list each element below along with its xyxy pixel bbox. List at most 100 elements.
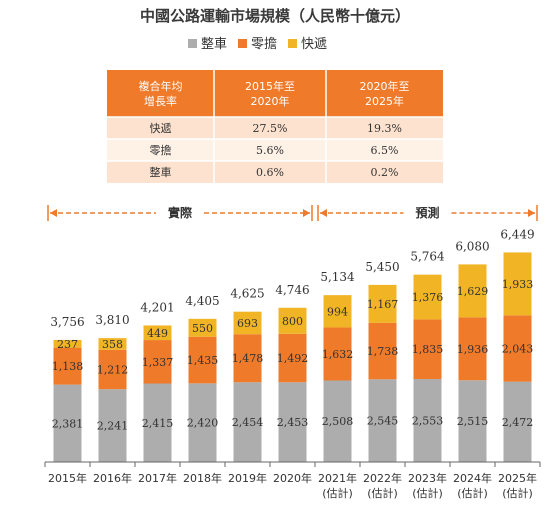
period-label: 預測: [415, 205, 439, 220]
x-tick-label: 2019年: [228, 471, 267, 485]
bar-segment-0: [233, 382, 262, 462]
bar-segment-2: [458, 264, 487, 318]
data-label: 1,933: [502, 278, 534, 291]
bar-group: 2,415 1,337 449 4,201: [140, 300, 175, 462]
table-row-bg: [107, 139, 443, 161]
bar-group: 2,381 1,138 237 3,756: [50, 315, 85, 462]
bar-segment-2: [413, 274, 442, 320]
x-tick-label: 2025年(估計): [498, 471, 537, 500]
chart-title: 中國公路運輸市場規模（人民幣十億元）: [140, 7, 410, 25]
table-header-0: 複合年均增長率: [139, 79, 183, 108]
data-label: 550: [192, 322, 213, 335]
period-1: 預測: [317, 205, 538, 221]
table-row-name: 整車: [150, 165, 172, 179]
x-tick-label: 2017年: [138, 471, 177, 485]
total-label: 4,746: [275, 283, 309, 297]
bar-group: 2,515 1,936 1,629 6,080: [455, 239, 490, 462]
data-label: 2,472: [502, 416, 534, 429]
total-label: 3,810: [95, 313, 129, 327]
arrow-right-icon: [528, 209, 535, 217]
x-tick-label: 2022年(估計): [363, 471, 402, 500]
data-label: 1,337: [142, 356, 174, 369]
legend-label-1: 零擔: [251, 37, 277, 52]
data-label: 449: [147, 327, 168, 340]
bar-segment-2: [323, 295, 352, 328]
bar-group: 2,508 1,632 994 5,134: [320, 270, 355, 462]
data-label: 1,212: [97, 363, 129, 376]
bar-segment-2: [503, 252, 532, 316]
bar-segment-2: [143, 325, 172, 341]
bar-group: 2,453 1,492 800 4,746: [275, 283, 310, 462]
data-label: 1,936: [457, 343, 489, 356]
table-row-name: 零擔: [150, 143, 172, 157]
total-label: 5,764: [410, 250, 445, 264]
table-row-bg: [107, 117, 443, 139]
table-cell-2015-2020: 5.6%: [256, 144, 284, 157]
bar-segment-0: [413, 379, 442, 462]
bar-segment-1: [233, 334, 262, 383]
table-cell-2015-2020: 0.6%: [256, 166, 284, 179]
table-header-2: 2020年至 2025年: [360, 79, 410, 108]
table-row: 快遞 27.5% 19.3%: [107, 116, 443, 139]
data-label: 237: [57, 338, 78, 351]
period-markers: 實際 預測: [47, 205, 538, 221]
bar-segment-1: [323, 327, 352, 381]
data-label: 2,453: [277, 416, 309, 429]
data-label: 1,738: [367, 345, 399, 358]
total-label: 3,756: [50, 315, 84, 329]
bar-segment-0: [188, 383, 217, 462]
legend-label-2: 快遞: [301, 37, 327, 52]
total-label: 4,625: [230, 287, 264, 301]
data-label: 2,241: [97, 420, 129, 433]
bar-segment-0: [143, 383, 172, 462]
x-tick-label: 2016年: [93, 471, 132, 485]
bar-segment-0: [98, 389, 127, 462]
period-label: 實際: [168, 205, 193, 220]
data-label: 2,454: [232, 416, 264, 429]
data-label: 2,508: [322, 415, 354, 428]
data-label: 1,835: [412, 343, 444, 356]
data-label: 2,043: [502, 342, 534, 355]
bar-group: 2,553 1,835 1,376 5,764: [410, 250, 445, 462]
table-cell-2020-2025: 0.2%: [371, 166, 399, 179]
data-label: 800: [282, 315, 303, 328]
table-row: 整車 0.6% 0.2%: [107, 160, 443, 183]
x-tick-label: 2015年: [48, 471, 87, 485]
bar-segment-1: [278, 333, 307, 383]
x-tick-label: 2020年: [273, 471, 312, 485]
table-cell-2015-2020: 27.5%: [253, 122, 288, 135]
bar-group: 2,241 1,212 358 3,810: [95, 313, 130, 462]
data-label: 1,632: [322, 348, 354, 361]
legend-swatch-2: [288, 39, 297, 48]
bar-segment-0: [503, 381, 532, 462]
bar-segment-1: [188, 336, 217, 384]
bar-segment-2: [233, 311, 262, 335]
bar-group: 2,472 2,043 1,933 6,449: [500, 227, 535, 462]
period-0: 實際: [47, 205, 313, 221]
bar-segment-2: [278, 307, 307, 334]
table-cell-2020-2025: 6.5%: [371, 144, 399, 157]
bar-segment-1: [143, 340, 172, 384]
bar-segment-0: [53, 384, 82, 462]
bar-segment-0: [458, 380, 487, 462]
table-row-bg: [107, 161, 443, 183]
bar-segment-2: [53, 339, 82, 348]
total-label: 4,405: [185, 294, 219, 308]
x-tick-label: 2023年(估計): [408, 471, 447, 500]
total-label: 4,201: [140, 300, 174, 314]
total-label: 5,450: [365, 260, 399, 274]
total-label: 6,080: [455, 239, 489, 253]
data-label: 358: [102, 338, 123, 351]
bar-segment-2: [368, 284, 397, 323]
bar-segment-1: [98, 349, 127, 390]
data-label: 1,376: [412, 291, 444, 304]
x-tick-label: 2024年(估計): [453, 471, 492, 500]
bar-segment-1: [53, 347, 82, 385]
x-tick-label: 2021年(估計): [318, 471, 357, 500]
bar-segment-1: [503, 315, 532, 382]
data-label: 2,420: [187, 417, 219, 430]
data-label: 1,138: [52, 360, 84, 373]
legend-label-0: 整車: [201, 37, 227, 52]
bar-segment-0: [323, 380, 352, 462]
